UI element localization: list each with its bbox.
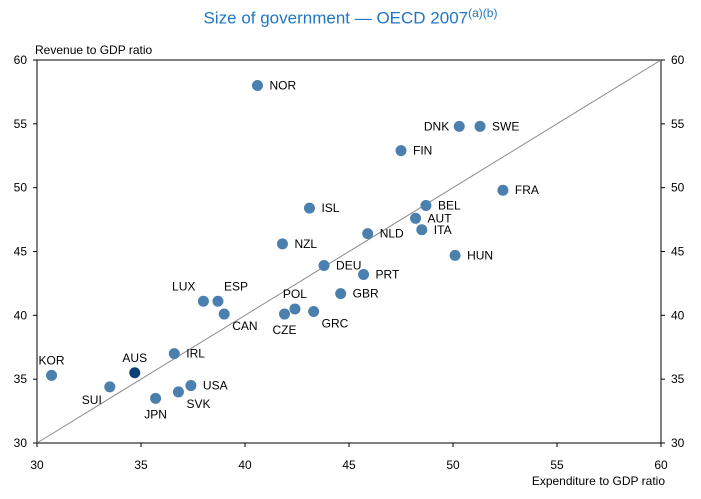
data-point-aus [129,367,141,379]
chart-title-text: Size of government — OECD 2007 [203,8,469,28]
point-label-aut: AUT [428,211,453,225]
point-label-aus: AUS [122,351,147,365]
point-label-swe: SWE [492,119,519,133]
y-tick-label-right: 30 [671,436,685,450]
x-axis-label: Expenditure to GDP ratio [532,474,666,488]
data-point-fin [395,145,407,157]
y-tick-label-right: 55 [671,117,685,131]
data-point-isl [303,202,315,214]
point-label-gbr: GBR [353,287,379,301]
data-point-prt [358,268,370,280]
chart-title-footnote: (a)(b) [468,6,498,20]
data-point-swe [474,120,486,132]
point-label-cze: CZE [273,323,297,337]
x-tick-label: 55 [550,458,564,472]
point-label-isl: ISL [321,201,339,215]
point-label-deu: DEU [336,259,361,273]
data-point-fra [497,184,509,196]
x-tick-label: 45 [342,458,356,472]
point-label-hun: HUN [467,248,493,262]
x-tick-label: 60 [654,458,668,472]
reference-line-group [36,59,662,444]
point-label-irl: IRL [186,347,205,361]
x-tick-label: 35 [134,458,148,472]
data-point-gbr [335,288,347,300]
x-tick-label: 40 [238,458,252,472]
data-point-nld [362,228,374,240]
y-axis-label: Revenue to GDP ratio [35,43,153,57]
chart-title: Size of government — OECD 2007(a)(b) [0,6,701,29]
y-tick-label-left: 35 [14,372,28,386]
point-label-esp: ESP [224,279,248,293]
x-tick-label: 30 [30,458,44,472]
point-label-lux: LUX [172,279,195,293]
data-point-nor [251,80,263,92]
data-point-pol [289,303,301,315]
x-tick-label: 50 [446,458,460,472]
y-tick-label-right: 35 [671,372,685,386]
point-label-ita: ITA [434,223,452,237]
data-point-esp [212,295,224,307]
point-label-nor: NOR [269,79,296,93]
point-label-usa: USA [203,379,228,393]
y-tick-label-right: 50 [671,181,685,195]
data-point-jpn [150,392,162,404]
data-point-nzl [276,238,288,250]
data-point-bel [420,200,432,212]
y-tick-label-right: 45 [671,245,685,259]
data-point-usa [185,380,197,392]
data-point-grc [308,306,320,318]
point-label-prt: PRT [376,267,400,281]
y-tick-label-left: 55 [14,117,28,131]
point-label-jpn: JPN [144,407,167,421]
data-point-sui [104,381,116,393]
point-label-bel: BEL [438,199,461,213]
point-label-nzl: NZL [294,237,317,251]
data-point-svk [172,386,184,398]
point-label-sui: SUI [82,393,102,407]
data-point-ita [416,224,428,236]
y-tick-label-right: 60 [671,53,685,67]
y-tick-label-right: 40 [671,308,685,322]
point-label-nld: NLD [380,227,404,241]
data-point-kor [46,369,58,381]
data-point-can [218,308,230,320]
reference-line [36,59,662,444]
data-point-aut [410,212,422,224]
point-label-pol: POL [283,287,307,301]
y-tick-label-left: 40 [14,308,28,322]
data-point-hun [449,249,461,261]
point-label-kor: KOR [39,353,65,367]
point-label-fin: FIN [413,144,432,158]
y-tick-label-left: 30 [14,436,28,450]
point-label-fra: FRA [515,183,539,197]
data-point-dnk [453,120,465,132]
data-point-irl [168,348,180,360]
point-label-dnk: DNK [424,119,449,133]
data-point-deu [318,260,330,272]
point-label-grc: GRC [322,317,349,331]
point-label-svk: SVK [186,397,210,411]
y-tick-label-left: 45 [14,245,28,259]
data-point-cze [279,308,291,320]
y-tick-label-left: 50 [14,181,28,195]
y-tick-label-left: 60 [14,53,28,67]
point-label-can: CAN [232,319,257,333]
data-point-lux [197,295,209,307]
